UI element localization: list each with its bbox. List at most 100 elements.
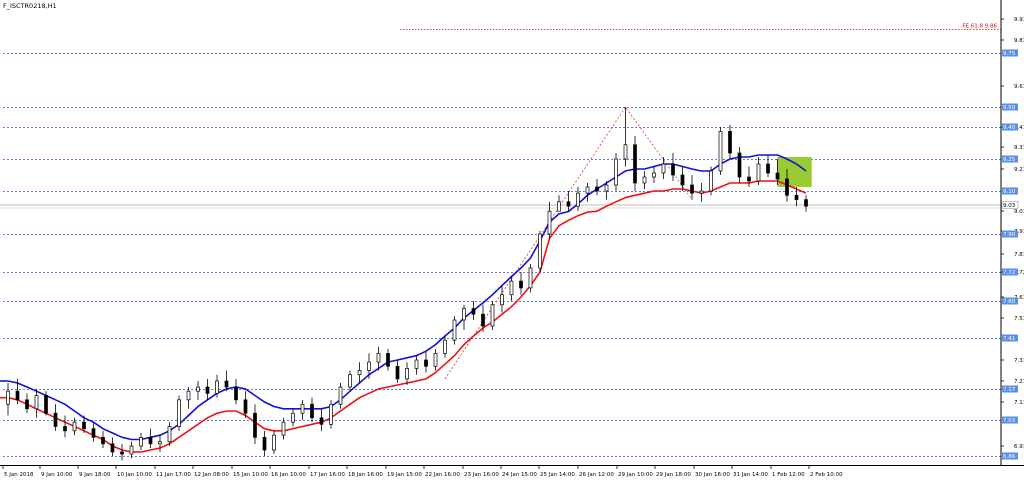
candle [604, 181, 609, 200]
candle [291, 408, 295, 427]
candle [253, 404, 257, 444]
candle-body-down [690, 184, 694, 194]
candle-body-down [234, 386, 238, 401]
price-tick-label: 9.21 [1014, 167, 1024, 173]
level-label-box [1002, 187, 1018, 195]
candle-body-up [614, 158, 618, 186]
candle-body-down [737, 152, 742, 178]
candle [25, 393, 29, 414]
fe-level-label: FE 61.8 9.86 [962, 24, 997, 30]
candle [661, 157, 666, 179]
candle [243, 391, 248, 418]
candle-body-down [794, 194, 799, 200]
price-tick-label: 6.91 [1014, 444, 1024, 450]
level-label: 7.72 [1003, 270, 1015, 276]
candle [414, 355, 419, 375]
price-tick-label: 9.31 [1014, 145, 1024, 151]
target-zone-layer [777, 157, 812, 187]
level-label-box [1002, 385, 1018, 393]
time-tick-label: 1 Feb 12:00 [772, 472, 805, 478]
candle-body-up [34, 395, 39, 410]
level-label-box [1002, 416, 1018, 424]
time-tick-label: 10 Jan 10:00 [117, 472, 152, 478]
candle-body-down [63, 426, 67, 432]
candle [775, 159, 780, 185]
candle [262, 430, 267, 456]
candle [756, 157, 761, 185]
current-price-box [1001, 201, 1019, 209]
moving-averages [0, 154, 807, 453]
candle [224, 370, 229, 392]
time-tick-label: 5 Jan 2018 [4, 472, 34, 478]
candle-body-down [319, 417, 324, 425]
candle [386, 349, 390, 371]
candle [699, 183, 704, 202]
candle [300, 399, 305, 420]
candle-body-down [775, 172, 780, 180]
candle-body-down [110, 443, 115, 453]
level-label-box [1002, 334, 1018, 342]
level-label: 7.90 [1003, 232, 1016, 238]
current-price-label: 9.03 [1003, 203, 1016, 209]
candle [338, 383, 343, 409]
candle-body-up [709, 170, 713, 192]
time-tick-label: 22 Jan 16:00 [425, 472, 460, 478]
time-tick-label: 17 Jan 16:00 [310, 472, 345, 478]
level-label: 9.10 [1003, 189, 1016, 195]
candle [452, 316, 457, 345]
price-tick-label: 7.31 [1014, 358, 1024, 364]
candle-body-up [576, 192, 580, 207]
price-axis: 9.91 9.81 9.61 9.41 9.31 9.21 9.01 7.91 7.81 7.72… [0, 0, 1024, 466]
candle [34, 389, 39, 418]
candle [196, 381, 200, 400]
zigzag-line [444, 106, 693, 380]
candle-body-down [25, 399, 29, 410]
candle [490, 301, 495, 330]
candle [395, 360, 400, 383]
candle-body-up [490, 304, 495, 327]
candle-body-down [44, 395, 48, 414]
level-label-box [1002, 103, 1018, 111]
candle-body-up [661, 163, 666, 174]
candle-body-up [177, 399, 181, 427]
price-tick-label: 7.91 [1014, 229, 1024, 235]
candle [614, 153, 618, 191]
upper-ma-line [7, 154, 807, 441]
candle [519, 272, 523, 295]
level-label: 9.25 [1003, 157, 1016, 163]
candle [205, 378, 210, 400]
candle [585, 183, 590, 202]
candle-body-down [680, 174, 685, 186]
candle [547, 201, 552, 239]
candle [728, 124, 732, 159]
candle-body-up [585, 186, 590, 194]
level-label: 9.75 [1003, 51, 1016, 57]
candle-body-up [443, 339, 447, 354]
candle-body-up [357, 370, 362, 376]
candle-body-up [167, 426, 172, 443]
candle [690, 175, 694, 200]
candles [6, 107, 808, 461]
candle [310, 397, 314, 423]
candle [15, 378, 20, 405]
candle-body-up [557, 201, 561, 212]
target-zone [777, 157, 812, 187]
candle [633, 135, 637, 191]
candle-body-up [699, 190, 704, 194]
candle-body-down [262, 436, 267, 451]
candle [53, 404, 58, 431]
candle [6, 383, 10, 416]
candle-body-up [6, 390, 10, 405]
price-tick-label: 7.72 [1014, 270, 1024, 276]
candle [652, 166, 656, 183]
time-tick-label: 24 Jan 15:00 [502, 472, 537, 478]
price-tick-label: 7.61 [1014, 295, 1024, 301]
candle-body-down [386, 353, 390, 367]
time-tick-label: 25 Jan 14:00 [540, 472, 575, 478]
candle-body-up [348, 374, 352, 388]
time-tick-label: 2 Feb 10:00 [810, 472, 843, 478]
candle [680, 166, 685, 191]
price-tick-label: 7.51 [1014, 316, 1024, 322]
